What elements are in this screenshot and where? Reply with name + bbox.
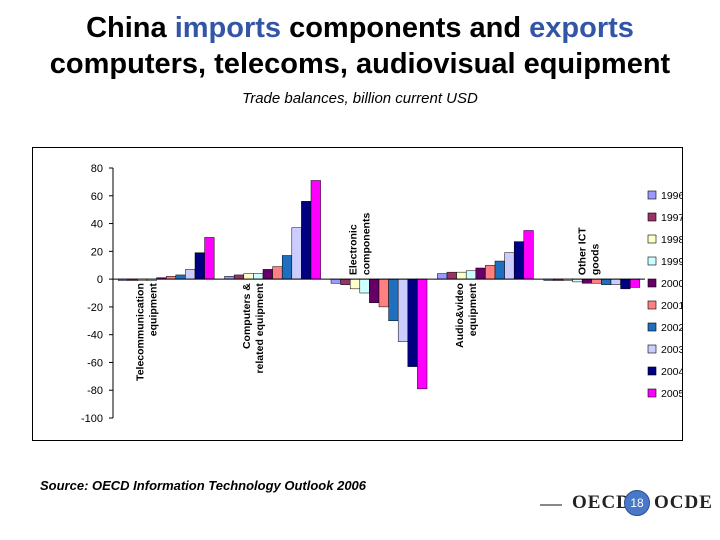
- bar-2003-5: [610, 278, 621, 285]
- legend-label-1997: 1997: [661, 212, 682, 224]
- legend-label-1998: 1998: [661, 234, 682, 246]
- bar-2005-1: [204, 237, 215, 280]
- bar-2003-4: [504, 252, 515, 280]
- chart-title: China imports components and exports com…: [0, 10, 720, 82]
- bar-2004-2: [301, 201, 312, 280]
- bar-1996-3: [330, 278, 341, 284]
- bar-2004-4: [513, 241, 525, 280]
- legend-label-2002: 2002: [661, 322, 682, 334]
- y-tick-label: -100: [81, 413, 103, 425]
- bar-1998-3: [349, 278, 361, 290]
- bar-2002-3: [388, 278, 399, 322]
- chart-area: 80 60 40 20 0 -20 -40 -60 -80 -100 Telecommunicati…: [32, 147, 683, 441]
- title-line-1: China imports components and exports: [0, 10, 720, 46]
- bar-1998-4: [456, 271, 467, 280]
- bar-2000-2: [262, 269, 273, 280]
- bar-2004-1: [194, 252, 205, 280]
- title-line-2: computers, telecoms, audiovisual equipme…: [49, 48, 671, 80]
- bar-2003-2: [291, 227, 302, 280]
- category-label-5: Other ICT: [576, 227, 588, 275]
- source-note: Source: OECD Information Technology Outl…: [40, 478, 367, 493]
- bar-2001-5: [591, 278, 602, 284]
- bar-2001-2: [272, 266, 283, 280]
- bar-2001-4: [485, 264, 496, 280]
- category-label-1: equipment: [148, 283, 160, 337]
- bar-2004-5: [620, 278, 631, 290]
- y-tick-label: -80: [87, 385, 103, 397]
- category-label-4: equipment: [467, 283, 479, 337]
- legend-swatch-2002: [647, 322, 657, 332]
- bar-2000-5: [581, 278, 593, 284]
- legend-label-2004: 2004: [661, 366, 682, 378]
- bar-2000-4: [475, 267, 486, 280]
- category-label-1: Telecommunication: [135, 283, 147, 381]
- y-tick-label: -40: [87, 330, 103, 342]
- title-text-pre: China: [86, 12, 175, 44]
- legend-label-1999: 1999: [661, 256, 682, 268]
- legend-label-2003: 2003: [661, 344, 682, 356]
- footer-divider: [540, 504, 562, 506]
- category-label-4: Audio&video: [454, 283, 466, 348]
- legend-label-2000: 2000: [661, 278, 682, 290]
- legend-swatch-2003: [647, 344, 657, 354]
- y-tick-label: -20: [87, 302, 103, 314]
- bar-1996-4: [437, 273, 448, 280]
- page-number: 18: [624, 490, 650, 516]
- legend-swatch-1999: [647, 256, 657, 266]
- bar-2001-3: [378, 278, 389, 308]
- bar-1999-4: [465, 270, 477, 280]
- legend-swatch-2000: [647, 278, 657, 288]
- legend-swatch-1998: [647, 234, 657, 244]
- bar-2002-4: [494, 260, 505, 280]
- bar-2002-2: [281, 255, 293, 280]
- y-tick-label: 80: [91, 163, 103, 175]
- bar-2003-1: [185, 269, 196, 280]
- title-highlight-exports: exports: [529, 12, 634, 44]
- chart-subtitle: Trade balances, billion current USD: [242, 90, 478, 107]
- bar-2005-3: [417, 278, 428, 390]
- bar-1999-3: [359, 278, 370, 294]
- bar-2002-5: [601, 278, 612, 285]
- y-tick-label: -60: [87, 357, 103, 369]
- ocde-logo: OCDE: [654, 492, 713, 513]
- bar-2005-2: [310, 180, 321, 280]
- bar-2005-5: [629, 278, 641, 288]
- bar-2003-3: [397, 278, 409, 342]
- bar-1997-3: [340, 278, 351, 285]
- legend-label-1996: 1996: [661, 190, 682, 202]
- title-highlight-imports: imports: [174, 12, 282, 44]
- legend-swatch-1997: [647, 212, 657, 222]
- category-label-5: goods: [589, 243, 601, 275]
- bar-1998-2: [243, 273, 254, 280]
- bar-1997-4: [446, 271, 457, 280]
- bar-2004-3: [407, 278, 418, 367]
- legend-swatch-2005: [647, 388, 657, 398]
- category-label-3: Electronic: [347, 224, 359, 275]
- bar-1997-2: [233, 274, 245, 280]
- y-tick-label: 40: [91, 219, 103, 231]
- y-tick-label: 20: [91, 246, 103, 258]
- bar-1999-2: [253, 273, 264, 280]
- legend-swatch-1996: [647, 190, 657, 200]
- category-label-2: related equipment: [254, 283, 266, 374]
- title-text-mid: components and: [281, 12, 530, 44]
- bar-2000-3: [369, 278, 380, 303]
- legend-label-2001: 2001: [661, 300, 682, 312]
- oecd-logo: OECD: [572, 492, 631, 513]
- category-label-2: Computers &: [241, 283, 253, 349]
- legend-swatch-2001: [647, 300, 657, 310]
- bar-chart: 80 60 40 20 0 -20 -40 -60 -80 -100 Telecommunicati…: [81, 163, 682, 425]
- bar-2005-4: [523, 230, 534, 280]
- legend-swatch-2004: [647, 366, 657, 376]
- legend-label-2005: 2005: [661, 388, 682, 400]
- category-label-3: components: [360, 213, 372, 276]
- y-tick-label: 60: [91, 191, 103, 203]
- y-tick-label: 0: [97, 274, 103, 286]
- bar-2002-1: [175, 274, 186, 280]
